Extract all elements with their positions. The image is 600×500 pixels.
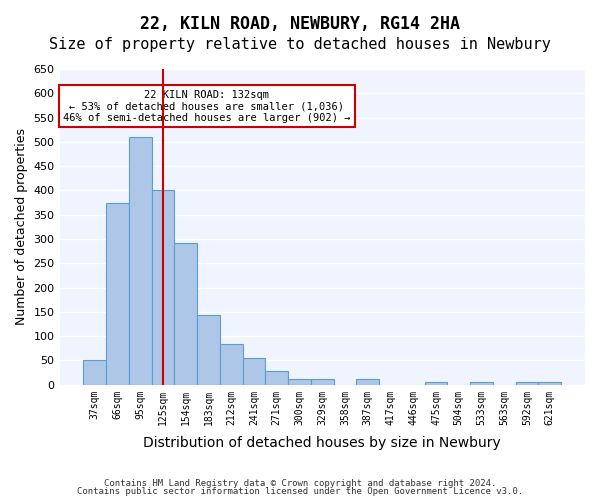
Text: Contains public sector information licensed under the Open Government Licence v3: Contains public sector information licen… [77,487,523,496]
Bar [538,382,561,385]
Bar [311,380,334,385]
Bar [83,360,106,385]
Bar [220,344,242,385]
Bar [356,380,379,385]
Text: 22, KILN ROAD, NEWBURY, RG14 2HA: 22, KILN ROAD, NEWBURY, RG14 2HA [140,15,460,33]
Bar [425,382,448,385]
Bar [197,316,220,385]
X-axis label: Distribution of detached houses by size in Newbury: Distribution of detached houses by size … [143,436,501,450]
Text: Size of property relative to detached houses in Newbury: Size of property relative to detached ho… [49,38,551,52]
Text: Contains HM Land Registry data © Crown copyright and database right 2024.: Contains HM Land Registry data © Crown c… [104,478,496,488]
Y-axis label: Number of detached properties: Number of detached properties [15,128,28,326]
Bar [242,358,265,385]
Bar [288,380,311,385]
Bar [106,202,129,385]
Bar [470,382,493,385]
Bar [129,137,152,385]
Bar [265,370,288,385]
Text: 22 KILN ROAD: 132sqm
← 53% of detached houses are smaller (1,036)
46% of semi-de: 22 KILN ROAD: 132sqm ← 53% of detached h… [63,90,350,122]
Bar [515,382,538,385]
Bar [152,190,175,385]
Bar [175,243,197,385]
